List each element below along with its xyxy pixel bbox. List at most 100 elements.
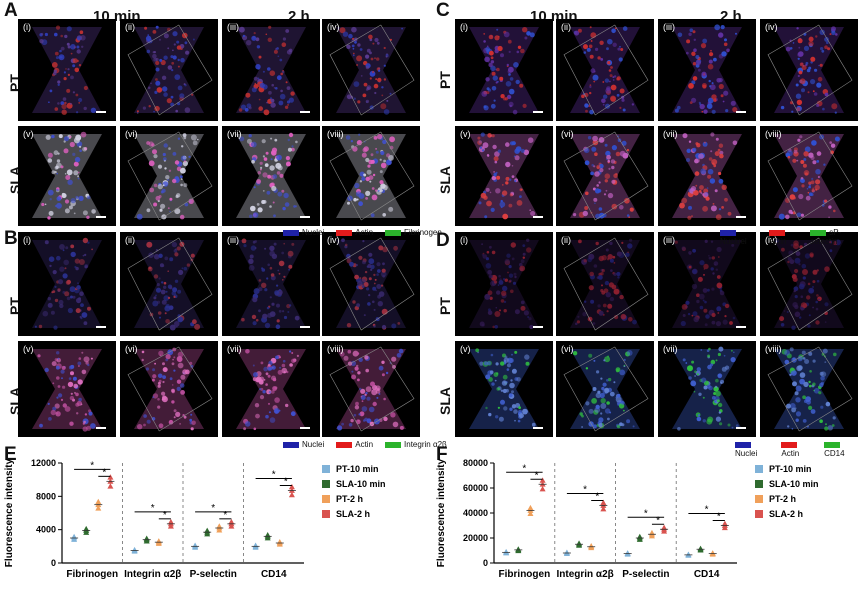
legend-item: Actin bbox=[781, 440, 812, 458]
subpanel-index: (iv) bbox=[327, 235, 340, 245]
data-point bbox=[515, 546, 522, 552]
subpanel-index: (vii) bbox=[227, 129, 242, 139]
micrograph-a-4: (iv) bbox=[322, 19, 420, 121]
y-tick-label: 40000 bbox=[463, 508, 488, 518]
subpanel-index: (iii) bbox=[227, 235, 239, 245]
panel-label-a: A bbox=[4, 0, 18, 21]
significance-star: * bbox=[522, 463, 526, 474]
row-label-pt-d: PT bbox=[437, 297, 453, 315]
data-point bbox=[204, 527, 211, 534]
legend-label: PT-10 min bbox=[769, 464, 812, 474]
legend-label: SLA-2 h bbox=[336, 509, 370, 519]
data-point bbox=[661, 524, 668, 530]
data-point bbox=[685, 551, 692, 557]
data-point bbox=[216, 523, 223, 529]
micrograph-a-5: (v) bbox=[18, 126, 116, 226]
legend-swatch bbox=[322, 495, 330, 503]
legend-item: CD14 bbox=[824, 440, 857, 458]
y-tick-label: 60000 bbox=[463, 483, 488, 493]
micrograph-c-2: (ii) bbox=[556, 19, 654, 121]
subpanel-index: (vii) bbox=[663, 344, 678, 354]
data-point bbox=[107, 483, 114, 489]
legend-item: Fibrinogen bbox=[385, 228, 442, 237]
y-tick-label: 8000 bbox=[36, 491, 56, 501]
legend-swatch bbox=[322, 465, 330, 473]
significance-star: * bbox=[717, 512, 721, 523]
panel-label-d: D bbox=[436, 230, 450, 251]
significance-star: * bbox=[595, 492, 599, 503]
subpanel-index: (i) bbox=[460, 22, 468, 32]
data-point bbox=[228, 518, 235, 525]
subpanel-index: (vii) bbox=[663, 129, 678, 139]
micrograph-c-5: (v) bbox=[455, 126, 553, 226]
legend-item: Integrin α2β bbox=[385, 440, 447, 449]
micrograph-b-7: (vii) bbox=[222, 341, 320, 437]
micrograph-b-3: (iii) bbox=[222, 232, 320, 336]
significance-star: * bbox=[705, 505, 709, 516]
data-point bbox=[527, 510, 534, 517]
legend-swatch bbox=[322, 480, 330, 488]
subpanel-index: (viii) bbox=[327, 129, 344, 139]
significance-star: * bbox=[102, 467, 106, 478]
y-tick-label: 0 bbox=[51, 558, 56, 568]
data-point bbox=[503, 548, 510, 555]
subpanel-index: (i) bbox=[23, 235, 31, 245]
micrograph-c-1: (i) bbox=[455, 19, 553, 121]
panel-label-b: B bbox=[4, 228, 18, 249]
row-label-pt-c: PT bbox=[437, 71, 453, 89]
micrograph-a-1: (i) bbox=[18, 19, 116, 121]
y-tick-label: 4000 bbox=[36, 525, 56, 535]
legend-label: PT-2 h bbox=[769, 494, 796, 504]
subpanel-index: (vi) bbox=[561, 129, 574, 139]
subpanel-index: (iv) bbox=[765, 22, 778, 32]
y-axis-label: Fluorescence intensity bbox=[436, 458, 447, 567]
legend-item: Actin bbox=[768, 228, 799, 246]
micrograph-d-6: (vi) bbox=[556, 341, 654, 437]
micrograph-d-1: (i) bbox=[455, 232, 553, 336]
significance-star: * bbox=[163, 510, 167, 521]
data-point bbox=[709, 550, 716, 556]
micrograph-c-7: (vii) bbox=[658, 126, 756, 226]
micrograph-c-4: (iv) bbox=[760, 19, 858, 121]
legend-item: Nuclei bbox=[735, 440, 769, 458]
legend-label: SLA-2 h bbox=[769, 509, 803, 519]
micrograph-b-5: (v) bbox=[18, 341, 116, 437]
micrograph-d-4: (iv) bbox=[760, 232, 858, 336]
subpanel-index: (ii) bbox=[561, 235, 571, 245]
data-point bbox=[167, 518, 174, 525]
significance-star: * bbox=[90, 460, 94, 471]
data-point bbox=[600, 499, 607, 506]
category-label: P-selectin bbox=[622, 569, 669, 580]
category-label: CD14 bbox=[694, 569, 720, 580]
micrograph-b-1: (i) bbox=[18, 232, 116, 336]
subpanel-index: (ii) bbox=[125, 235, 135, 245]
data-point bbox=[276, 539, 283, 545]
category-label: CD14 bbox=[261, 569, 287, 580]
data-point bbox=[624, 550, 631, 556]
y-tick-label: 20000 bbox=[463, 533, 488, 543]
subpanel-index: (vii) bbox=[227, 344, 242, 354]
legend-swatch bbox=[755, 510, 763, 518]
micrograph-d-2: (ii) bbox=[556, 232, 654, 336]
category-label: Integrin α2β bbox=[124, 569, 181, 580]
data-point bbox=[576, 540, 583, 546]
legend-swatch bbox=[755, 480, 763, 488]
legend-d: Nuclei Actin CD14 bbox=[735, 440, 865, 458]
subpanel-index: (v) bbox=[460, 344, 471, 354]
subpanel-index: (iii) bbox=[663, 235, 675, 245]
subpanel-index: (viii) bbox=[765, 344, 782, 354]
row-label-sla-d: SLA bbox=[437, 387, 453, 415]
micrograph-a-2: (ii) bbox=[120, 19, 218, 121]
panel-label-f: F bbox=[436, 444, 448, 465]
micrograph-c-3: (iii) bbox=[658, 19, 756, 121]
data-point bbox=[95, 498, 102, 505]
subpanel-index: (v) bbox=[460, 129, 471, 139]
legend-item: Nuclei bbox=[283, 440, 324, 449]
data-point bbox=[600, 505, 607, 512]
micrograph-d-8: (viii) bbox=[760, 341, 858, 437]
data-point bbox=[697, 545, 704, 551]
legend-item: Actin bbox=[336, 440, 373, 449]
data-point bbox=[107, 474, 114, 480]
significance-star: * bbox=[272, 470, 276, 481]
legend-item: Nuclei bbox=[283, 228, 324, 237]
